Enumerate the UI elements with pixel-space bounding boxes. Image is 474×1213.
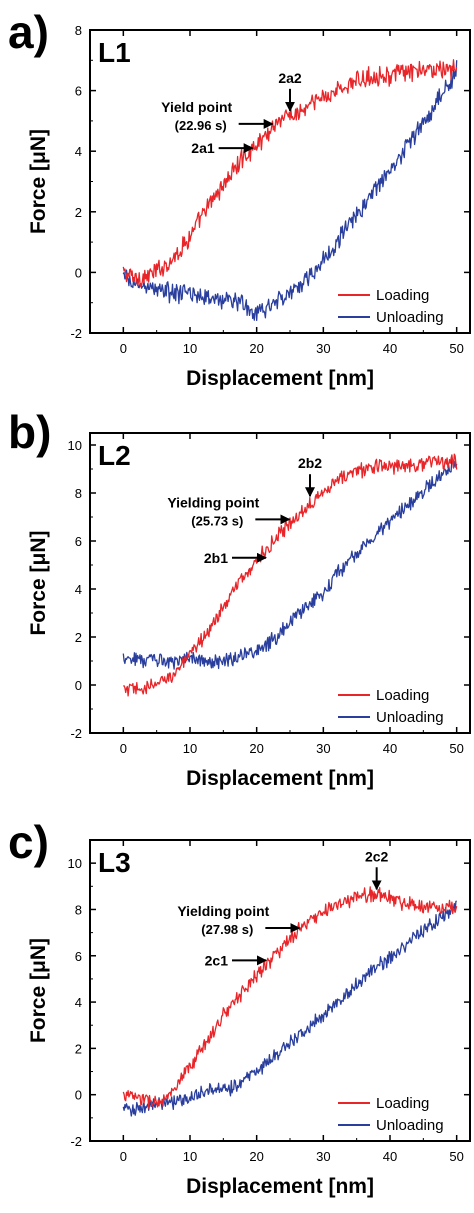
y-tick-label: 0 (75, 265, 82, 280)
y-tick-label: -2 (70, 326, 82, 341)
x-tick-label: 50 (449, 741, 463, 756)
plot-frame (89, 839, 471, 1142)
panel-letter: a) (8, 6, 49, 58)
x-tick-label: 10 (183, 741, 197, 756)
x-tick-label: 40 (383, 341, 397, 356)
series-line-unloading (122, 60, 458, 322)
x-tick-label: 30 (316, 1149, 330, 1164)
legend-label-unloading: Unloading (376, 1117, 444, 1134)
y-tick-label: 8 (75, 902, 82, 917)
legend: Loading Unloading (338, 287, 444, 326)
legend-label-loading: Loading (376, 687, 429, 704)
series-line-loading (122, 886, 458, 1109)
x-tick-label: 0 (120, 741, 127, 756)
annotation-label: 2c1 (205, 952, 229, 968)
y-tick-label: 6 (75, 949, 82, 964)
y-axis-label: Force [μN] (27, 129, 50, 234)
y-tick-label: 6 (75, 534, 82, 549)
y-tick-label: 10 (68, 856, 82, 871)
y-tick-label: 4 (75, 995, 82, 1010)
x-tick-label: 30 (316, 741, 330, 756)
annotation-label: Yielding point (177, 903, 269, 919)
plot-id-label: L2 (98, 440, 131, 471)
y-tick-label: -2 (70, 726, 82, 741)
y-tick-label: 8 (75, 486, 82, 501)
x-tick-label: 30 (316, 341, 330, 356)
y-tick-label: 6 (75, 84, 82, 99)
y-tick-label: 2 (75, 630, 82, 645)
y-tick-label: 0 (75, 678, 82, 693)
x-tick-label: 10 (183, 1149, 197, 1164)
x-axis-label: Displacement [nm] (186, 367, 374, 390)
annotation-label: Yield point (161, 99, 232, 115)
annotation-label: Yielding point (167, 494, 259, 510)
chart-panel-2: b) L2 0 10 20 30 40 50 -2 0 2 4 6 8 10 Displacement [nm… (8, 406, 471, 790)
y-axis-label: Force [μN] (27, 530, 50, 635)
x-tick-label: 20 (249, 1149, 263, 1164)
annotation-label: 2b2 (298, 455, 322, 471)
y-tick-label: 0 (75, 1088, 82, 1103)
legend-label-unloading: Unloading (376, 709, 444, 726)
x-tick-label: 0 (120, 341, 127, 356)
plot-frame (89, 432, 471, 734)
x-tick-label: 20 (249, 341, 263, 356)
y-tick-label: 2 (75, 1041, 82, 1056)
y-tick-label: -2 (70, 1134, 82, 1149)
chart-panel-3: c) L3 0 10 20 30 40 50 -2 0 2 4 6 8 10 Displacement [nm… (8, 816, 471, 1198)
y-tick-label: 4 (75, 582, 82, 597)
y-tick-label: 2 (75, 205, 82, 220)
x-tick-label: 50 (449, 1149, 463, 1164)
x-tick-label: 0 (120, 1149, 127, 1164)
x-tick-label: 40 (383, 1149, 397, 1164)
chart-panel-1: a) L1 0 10 20 30 40 50 -2 0 2 4 6 8 Displacement [nm] F… (8, 6, 471, 390)
plot-id-label: L1 (98, 37, 131, 68)
legend-label-loading: Loading (376, 287, 429, 304)
y-tick-label: 10 (68, 438, 82, 453)
legend-label-loading: Loading (376, 1095, 429, 1112)
annotation-label: 2c2 (365, 848, 389, 864)
series-line-unloading (122, 900, 458, 1117)
annotation-label: 2a1 (191, 140, 215, 156)
y-tick-label: 8 (75, 23, 82, 38)
panel-letter: b) (8, 406, 51, 458)
annotation-label: 2b1 (204, 550, 228, 566)
x-axis-label: Displacement [nm] (186, 1175, 374, 1198)
series-line-loading (122, 59, 458, 288)
x-tick-label: 40 (383, 741, 397, 756)
annotation-sublabel: (27.98 s) (201, 922, 253, 937)
x-axis-label: Displacement [nm] (186, 767, 374, 790)
panel-letter: c) (8, 816, 49, 868)
x-tick-label: 20 (249, 741, 263, 756)
annotation-label: 2a2 (278, 70, 302, 86)
x-tick-label: 10 (183, 341, 197, 356)
y-axis-label: Force [μN] (27, 938, 50, 1043)
legend: Loading Unloading (338, 1095, 444, 1134)
x-tick-label: 50 (449, 341, 463, 356)
annotation-sublabel: (25.73 s) (191, 513, 243, 528)
legend: Loading Unloading (338, 687, 444, 726)
annotation-sublabel: (22.96 s) (175, 118, 227, 133)
plot-id-label: L3 (98, 847, 131, 878)
legend-label-unloading: Unloading (376, 309, 444, 326)
series-line-unloading (122, 457, 458, 670)
y-tick-label: 4 (75, 144, 82, 159)
